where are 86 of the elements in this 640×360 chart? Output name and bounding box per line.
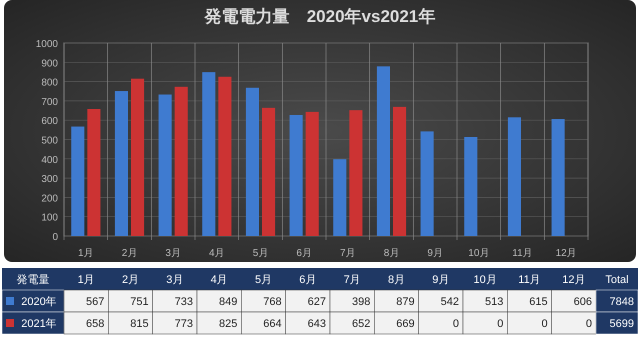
- bar: [158, 94, 172, 236]
- data-label: 733: [174, 296, 193, 308]
- y-tick-label: 100: [41, 212, 58, 224]
- category-label: 4月: [209, 248, 225, 259]
- y-tick-label: 800: [41, 78, 58, 89]
- data-label: 398: [352, 296, 370, 308]
- category-label: 3月: [165, 248, 181, 259]
- data-label: 825: [218, 318, 238, 330]
- bar: [114, 91, 128, 236]
- x-tick-label: 2月: [122, 274, 140, 286]
- legend-label: 2021年: [21, 318, 57, 330]
- bar: [376, 66, 390, 236]
- data-label: 643: [308, 318, 326, 330]
- data-label: 664: [263, 318, 282, 330]
- bar: [290, 114, 303, 236]
- category-label: 9月: [427, 248, 443, 259]
- bar: [508, 117, 521, 236]
- y-tick-label: 1000: [36, 39, 58, 50]
- category-label: 8月: [384, 248, 400, 259]
- legend-label: 2020年: [21, 296, 57, 308]
- category-label: 7月: [340, 248, 356, 259]
- bar: [71, 126, 84, 236]
- bar: [464, 136, 478, 236]
- data-label: 658: [86, 318, 104, 330]
- data-label: 879: [396, 296, 415, 308]
- data-label: 567: [86, 296, 104, 308]
- x-tick-label: 3月: [166, 274, 184, 286]
- y-tick-label: 700: [41, 96, 58, 108]
- data-label: 773: [174, 318, 193, 330]
- data-label: 0: [497, 318, 504, 330]
- x-tick-label: 11月: [518, 274, 541, 286]
- bar: [306, 112, 319, 236]
- x-tick-label: 5月: [254, 274, 272, 286]
- x-tick-label: 8月: [388, 274, 406, 286]
- data-label: 627: [308, 296, 326, 308]
- category-label: 12月: [556, 248, 577, 259]
- y-tick-label: 0: [52, 232, 58, 243]
- data-label: 815: [130, 318, 149, 330]
- category-label: 5月: [252, 248, 268, 259]
- bar: [87, 109, 100, 236]
- bar: [420, 131, 434, 236]
- bar: [393, 106, 406, 236]
- bar: [246, 88, 259, 236]
- text: 7848: [610, 296, 634, 308]
- text: Total: [605, 274, 629, 286]
- category-label: 6月: [296, 248, 312, 259]
- x-tick-label: 4月: [210, 274, 228, 286]
- data-label: 0: [586, 318, 592, 330]
- bar: [262, 108, 276, 236]
- x-tick-label: 6月: [299, 274, 316, 286]
- chart-title: 発電電力量 2020年vs2021年: [204, 7, 436, 26]
- bar: [333, 159, 346, 236]
- bar: [131, 78, 144, 236]
- data-label: 0: [542, 318, 548, 330]
- y-tick-label: 900: [41, 58, 58, 70]
- text: 5699: [610, 318, 634, 330]
- bar: [202, 72, 216, 236]
- category-label: 10月: [468, 248, 490, 259]
- x-tick-label: 12月: [562, 274, 586, 286]
- y-tick-label: 600: [41, 116, 58, 128]
- data-label: 542: [440, 296, 459, 308]
- y-tick-label: 200: [41, 193, 58, 204]
- x-tick-label: 9月: [432, 274, 450, 286]
- x-tick-label: 7月: [344, 274, 361, 286]
- x-tick-label: 10月: [474, 274, 497, 286]
- category-label: 11月: [512, 248, 533, 259]
- text: 発電量: [16, 274, 50, 286]
- bar: [174, 86, 188, 236]
- category-label: 2月: [122, 248, 138, 259]
- bar: [349, 110, 362, 236]
- x-tick-label: 1月: [78, 274, 95, 286]
- data-label: 615: [529, 296, 548, 308]
- data-label: 652: [352, 318, 370, 330]
- bar: [218, 76, 232, 236]
- y-tick-label: 300: [41, 174, 58, 186]
- category-label: 1月: [78, 248, 94, 259]
- bar: [552, 119, 565, 236]
- data-label: 768: [263, 296, 282, 308]
- data-label: 513: [484, 296, 504, 308]
- y-tick-label: 400: [41, 154, 58, 166]
- data-label: 0: [452, 318, 459, 330]
- data-label: 751: [130, 296, 149, 308]
- data-label: 669: [396, 318, 415, 330]
- y-tick-label: 500: [41, 136, 58, 146]
- data-label: 849: [218, 296, 238, 308]
- data-label: 606: [574, 296, 592, 308]
